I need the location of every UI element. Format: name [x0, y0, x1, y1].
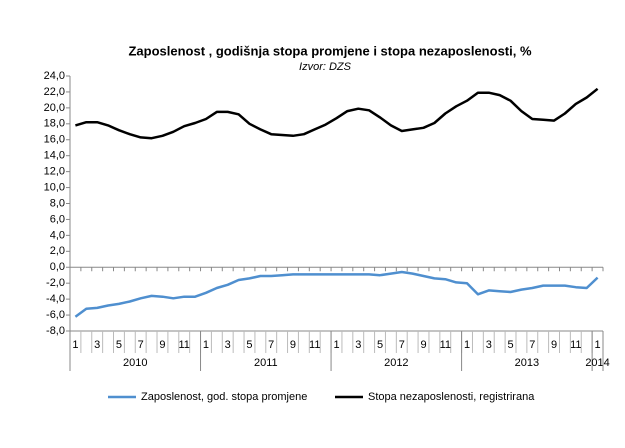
x-tick-label: 5	[246, 339, 252, 351]
x-tick-label: 9	[159, 339, 165, 351]
y-tick-label: 6,0	[50, 213, 65, 225]
y-tick-label: 20,0	[44, 102, 65, 114]
x-tick-label: 11	[179, 339, 190, 351]
legend-label: Stopa nezaposlenosti, registrirana	[368, 391, 535, 403]
x-tick-label: 5	[507, 339, 513, 351]
y-tick-label: 14,0	[44, 150, 65, 162]
chart-title: Zaposlenost , godišnja stopa promjene i …	[128, 43, 532, 58]
y-tick-label: -6,0	[46, 309, 65, 321]
y-tick-label: -4,0	[46, 293, 65, 305]
y-tick-label: 12,0	[44, 166, 65, 178]
series-line	[75, 87, 599, 140]
x-tick-label: 9	[551, 339, 557, 351]
x-tick-label: 1	[333, 339, 339, 351]
x-tick-label: 11	[570, 339, 581, 351]
x-tick-label: 7	[399, 339, 405, 351]
y-tick-label: 4,0	[50, 229, 65, 241]
series-line	[74, 270, 599, 318]
y-tick-label: 22,0	[44, 86, 65, 98]
year-label: 2013	[515, 357, 539, 369]
y-tick-label: 24,0	[44, 70, 65, 82]
year-label: 2010	[123, 357, 147, 369]
x-tick-label: 9	[290, 339, 296, 351]
chart-subtitle: Izvor: DZS	[299, 61, 352, 73]
legend-label: Zaposlenost, god. stopa promjene	[141, 391, 307, 403]
year-label: 2011	[254, 357, 278, 369]
y-tick-label: 8,0	[50, 197, 65, 209]
y-tick-label: -2,0	[46, 277, 65, 289]
x-tick-label: 9	[420, 339, 426, 351]
y-tick-label: 18,0	[44, 118, 65, 130]
y-tick-label: 0,0	[50, 261, 65, 273]
x-tick-label: 3	[225, 339, 231, 351]
x-tick-label: 1	[203, 339, 209, 351]
x-tick-label: 3	[486, 339, 492, 351]
year-label: 2012	[384, 357, 408, 369]
x-tick-label: 5	[377, 339, 383, 351]
x-tick-label: 11	[440, 339, 451, 351]
y-tick-label: 10,0	[44, 181, 65, 193]
x-tick-label: 3	[94, 339, 100, 351]
x-tick-label: 7	[268, 339, 274, 351]
x-tick-label: 3	[355, 339, 361, 351]
x-tick-label: 5	[116, 339, 122, 351]
y-tick-label: 2,0	[50, 245, 65, 257]
x-tick-label: 7	[529, 339, 535, 351]
y-tick-label: 16,0	[44, 134, 65, 146]
x-tick-label: 1	[72, 339, 78, 351]
x-tick-label: 1	[464, 339, 470, 351]
x-tick-label: 11	[309, 339, 320, 351]
y-tick-label: -8,0	[46, 325, 65, 337]
x-tick-label: 7	[138, 339, 144, 351]
x-tick-label: 1	[594, 339, 600, 351]
year-label: 2014	[585, 357, 609, 369]
